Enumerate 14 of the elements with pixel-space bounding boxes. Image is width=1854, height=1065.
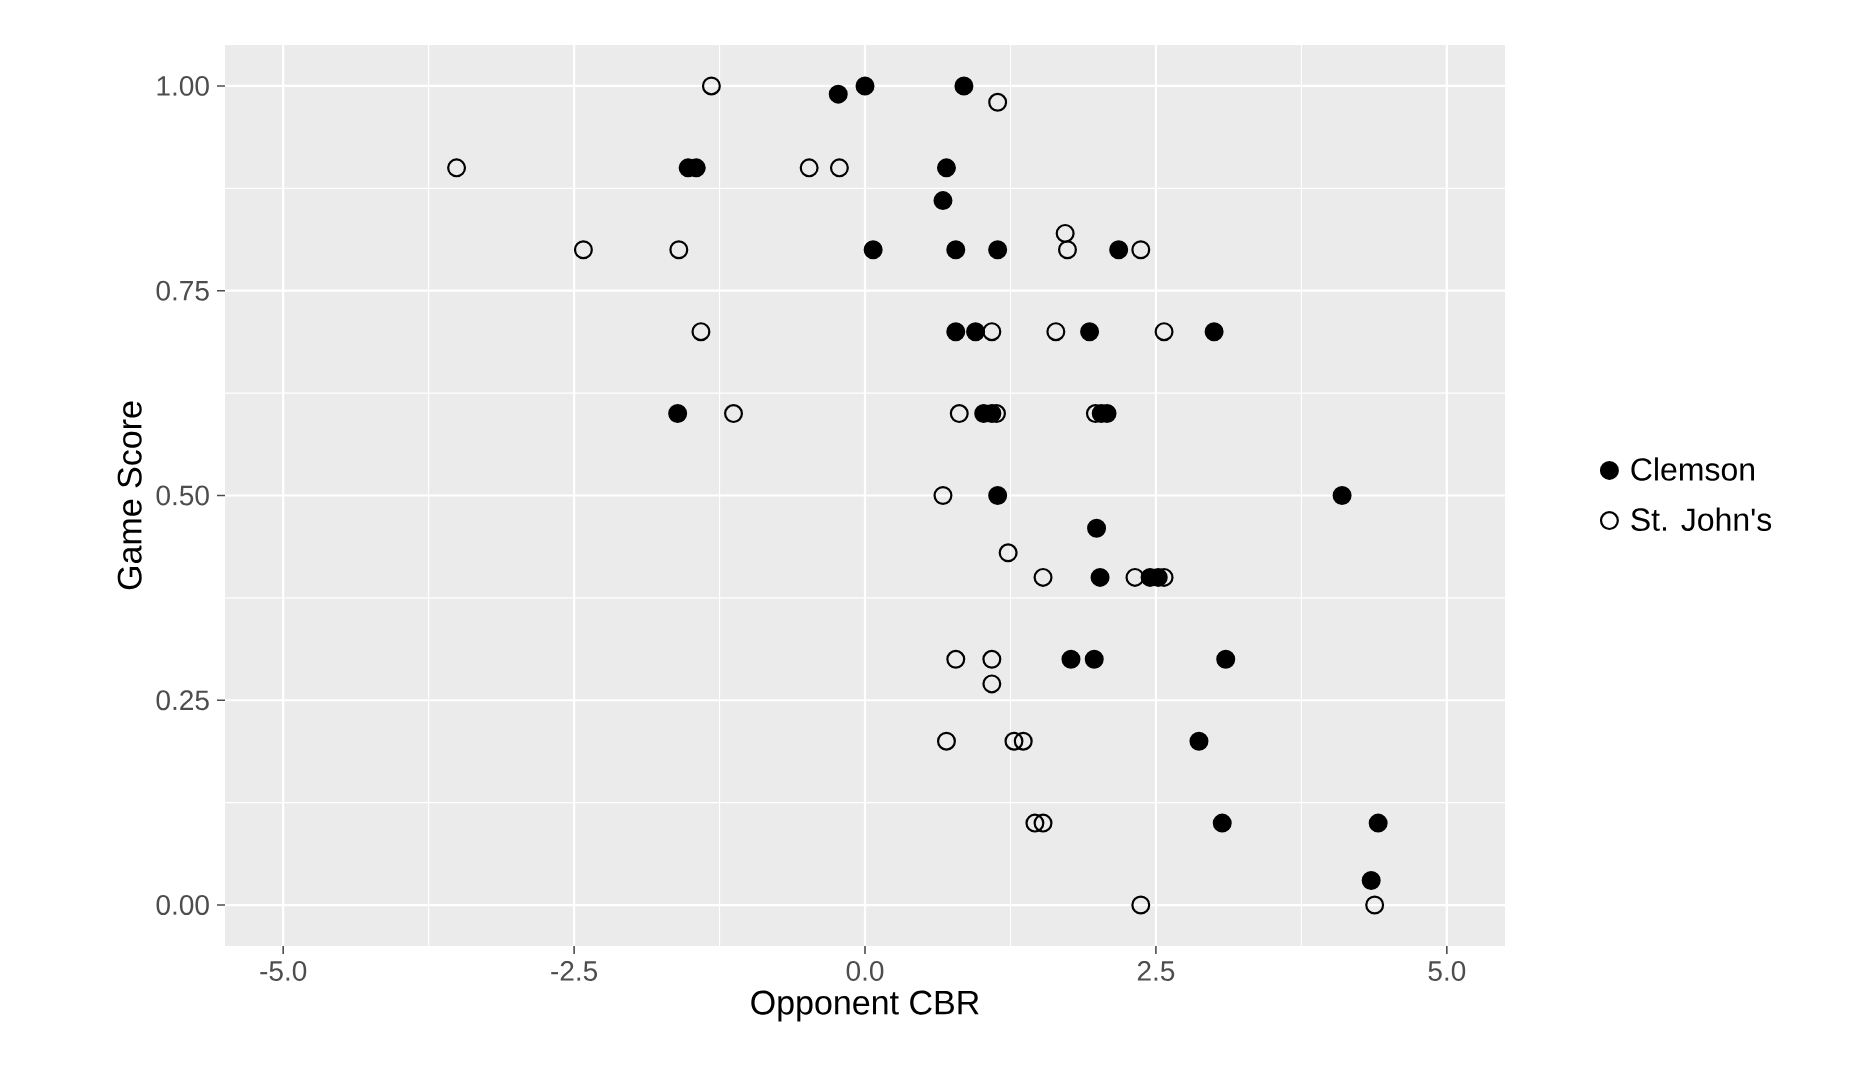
legend-label: Clemson <box>1631 457 1754 481</box>
y-tick-label: 1.00 <box>157 76 209 96</box>
x-tick-label: 0.0 <box>846 961 884 981</box>
x-tick-label: 5.0 <box>1428 961 1466 981</box>
y-tick-label: 0.75 <box>156 280 209 301</box>
legend-label: St. John's <box>1631 507 1772 531</box>
y-tick-label: 0.25 <box>156 690 209 711</box>
y-tick-label: 0.00 <box>156 895 209 915</box>
x-tick-label: -2.5 <box>551 961 598 981</box>
x-axis-title: Opponent CBR <box>751 990 979 1022</box>
y-tick-label: 0.50 <box>156 485 209 506</box>
x-tick-label: -5.0 <box>260 961 307 981</box>
y-axis-title: Game Score <box>117 401 142 590</box>
x-tick-label: 2.5 <box>1137 961 1175 981</box>
